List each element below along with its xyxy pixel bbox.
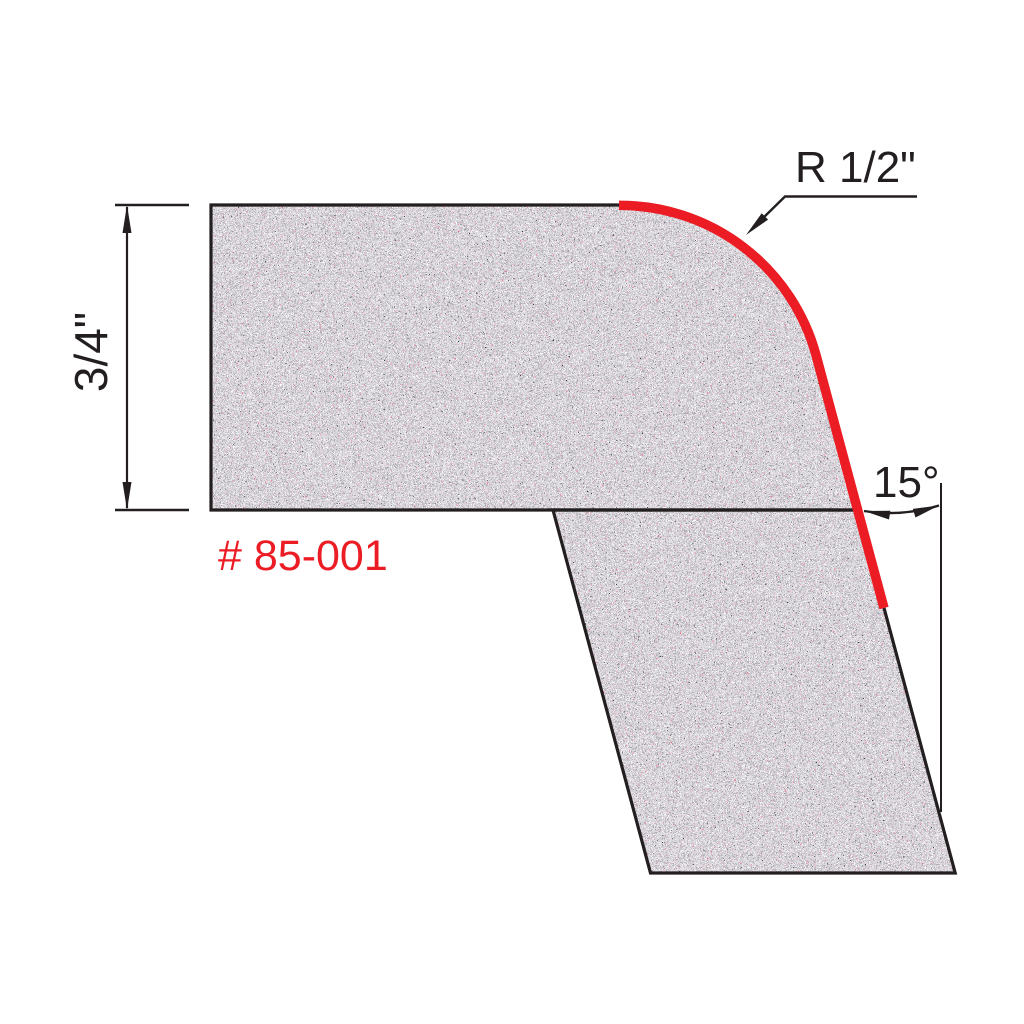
part-number-label: # 85-001 [218,532,388,580]
angle-arc-arrow [863,504,940,520]
angle-arrowhead-right-icon [912,505,939,518]
beveled-slab-body [553,510,956,873]
radius-leader-arrow [746,195,917,235]
leader-line [754,195,917,227]
arrowhead-up-icon [122,205,132,233]
arrowhead-down-icon [122,482,132,510]
angle-label: 15° [873,458,940,507]
leader-arrowhead-icon [746,213,769,235]
horizontal-slab-body [211,205,858,510]
beveled-slab-outline [550,508,958,875]
thickness-dimension [115,203,189,512]
thickness-label: 3/4" [65,312,117,392]
countertop-cross-section [211,205,956,873]
profile-curve-highlight [618,200,889,610]
radius-label: R 1/2" [795,143,916,192]
angle-arrowhead-left-icon [864,510,891,520]
